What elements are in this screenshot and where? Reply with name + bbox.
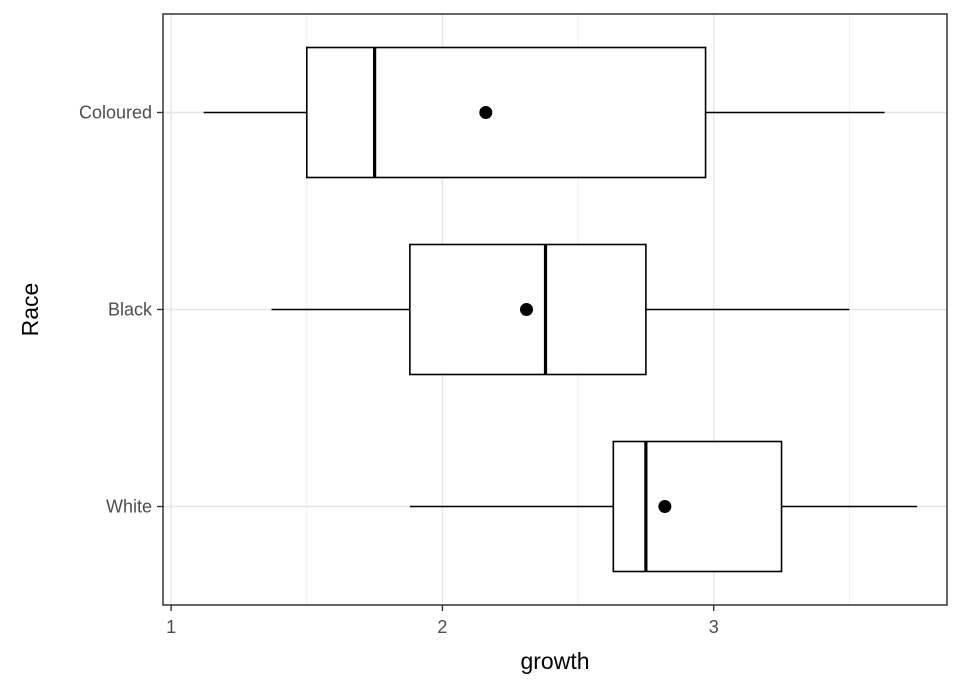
y-tick-label: White	[106, 497, 152, 517]
y-axis-title: Race	[17, 283, 43, 337]
x-tick-label: 3	[709, 617, 719, 637]
mean-point-coloured	[479, 106, 493, 119]
box-coloured	[305, 46, 707, 179]
mean-point-white	[658, 500, 672, 513]
x-axis-title: growth	[520, 648, 589, 674]
axis-layer: 1 2 3 White Black Coloured	[79, 103, 719, 638]
x-tick-label: 1	[166, 617, 176, 637]
mean-point-black	[520, 303, 534, 316]
box-white	[612, 440, 783, 573]
x-tick-label: 2	[437, 617, 447, 637]
y-tick-label: Black	[108, 300, 153, 320]
box-layer	[203, 46, 918, 573]
y-tick-label: Coloured	[79, 103, 152, 123]
